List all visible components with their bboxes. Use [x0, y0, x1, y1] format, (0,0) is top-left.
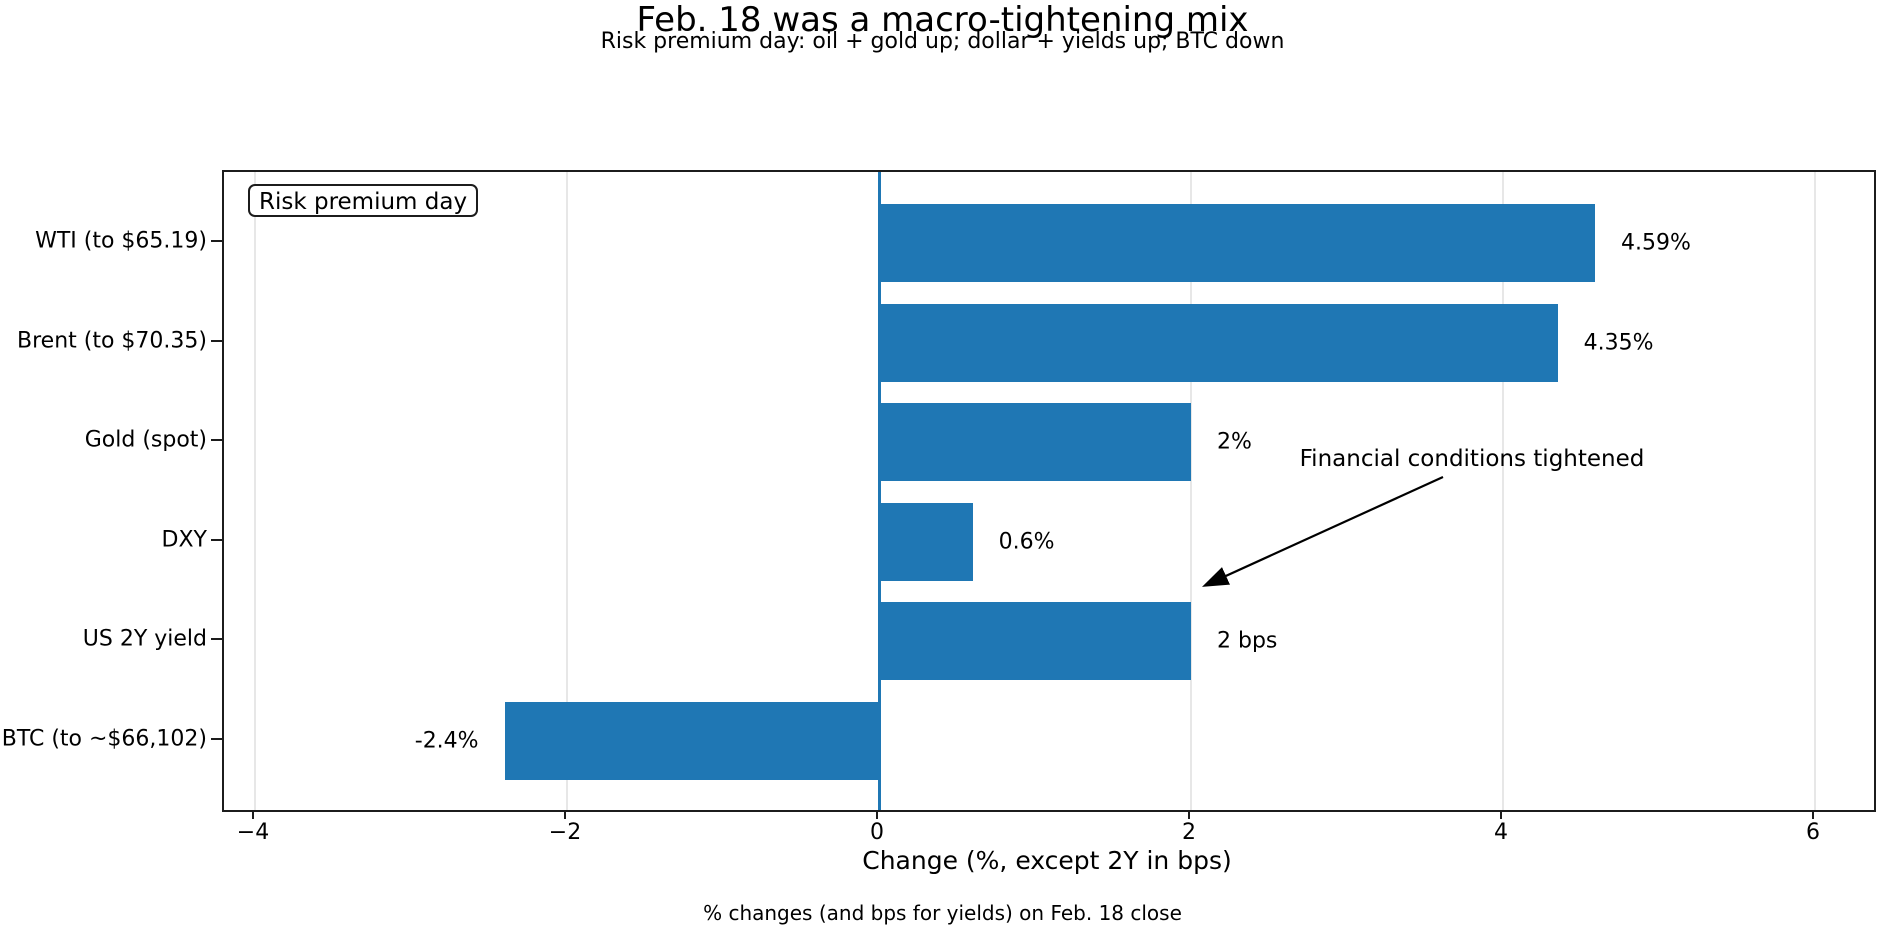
- bar-value-label-2: 2%: [1217, 429, 1252, 455]
- x-tick-mark-0: [876, 810, 878, 819]
- y-axis-category-label-4: US 2Y yield: [82, 626, 207, 652]
- bar-3: [879, 502, 973, 581]
- y-tick-mark-3: [211, 538, 222, 541]
- chart-title: Feb. 18 was a macro-tightening mix: [636, 0, 1249, 40]
- chart-subtitle: Risk premium day: oil + gold up; dollar …: [600, 29, 1285, 54]
- gridline-x-6: [1814, 172, 1816, 810]
- gridline-x-4: [1502, 172, 1504, 810]
- bar-4: [879, 602, 1191, 681]
- x-tick-mark-4: [1500, 810, 1502, 819]
- bar-value-label-0: 4.59%: [1621, 230, 1691, 256]
- y-axis-category-label-5: BTC (to ~$66,102): [1, 726, 207, 752]
- footer-caption: % changes (and bps for yields) on Feb. 1…: [703, 901, 1182, 925]
- y-axis-category-label-0: WTI (to $65.19): [35, 228, 207, 254]
- x-tick-label-2: 2: [1182, 820, 1196, 845]
- bar-value-label-5: -2.4%: [414, 728, 479, 754]
- x-axis-label: Change (%, except 2Y in bps): [862, 846, 1232, 875]
- y-tick-mark-4: [211, 638, 222, 641]
- x-tick-mark-−4: [252, 810, 254, 819]
- x-tick-label-0: 0: [870, 820, 884, 845]
- y-axis-category-label-2: Gold (spot): [84, 427, 207, 453]
- plot-area: 4.59% 4.35% 2% 0.6% 2 bps -2.4%: [222, 170, 1876, 812]
- x-tick-label-−4: −4: [236, 820, 270, 845]
- bar-value-label-1: 4.35%: [1583, 330, 1654, 356]
- bar-value-label-4: 2 bps: [1217, 628, 1278, 654]
- y-axis-category-label-1: Brent (to $70.35): [17, 328, 207, 354]
- gridline-x-−2: [566, 172, 568, 810]
- bar-2: [879, 403, 1191, 482]
- gridline-x-−4: [254, 172, 256, 810]
- bar-1: [879, 303, 1558, 382]
- bar-5: [504, 702, 879, 780]
- x-tick-label-4: 4: [1494, 820, 1508, 845]
- annotation-label: Financial conditions tightened: [1299, 446, 1645, 472]
- y-tick-mark-0: [211, 240, 222, 242]
- bar-value-label-3: 0.6%: [998, 529, 1055, 555]
- y-tick-mark-5: [211, 738, 222, 740]
- legend-box: Risk premium day: [248, 184, 479, 217]
- x-tick-mark-6: [1812, 810, 1814, 819]
- x-tick-mark-2: [1188, 810, 1190, 819]
- gridline-x-2: [1190, 172, 1192, 810]
- y-tick-mark-1: [211, 339, 222, 342]
- bar-0: [879, 204, 1596, 282]
- zero-line: [878, 172, 881, 810]
- y-tick-mark-2: [211, 439, 222, 442]
- x-tick-mark-−2: [564, 810, 566, 819]
- x-tick-label-6: 6: [1806, 820, 1820, 845]
- y-axis-category-label-3: DXY: [161, 527, 207, 553]
- x-tick-label-−2: −2: [548, 820, 582, 845]
